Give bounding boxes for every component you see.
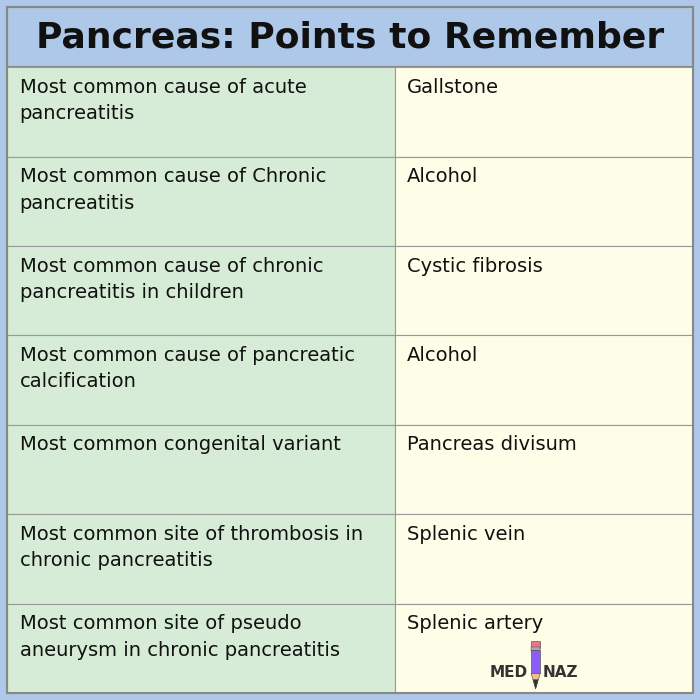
Text: Splenic vein: Splenic vein — [407, 525, 526, 544]
Text: MED: MED — [141, 309, 349, 391]
FancyBboxPatch shape — [7, 603, 395, 693]
Text: Most common site of pseudo
aneurysm in chronic pancreatitis: Most common site of pseudo aneurysm in c… — [20, 614, 340, 659]
Text: Most common congenital variant: Most common congenital variant — [20, 435, 340, 454]
Text: Most common cause of acute
pancreatitis: Most common cause of acute pancreatitis — [20, 78, 307, 123]
Text: Most common site of thrombosis in
chronic pancreatitis: Most common site of thrombosis in chroni… — [20, 525, 363, 570]
Text: Most common cause of Chronic
pancreatitis: Most common cause of Chronic pancreatiti… — [20, 167, 326, 213]
FancyBboxPatch shape — [395, 514, 693, 603]
FancyBboxPatch shape — [395, 603, 693, 693]
Text: Cystic fibrosis: Cystic fibrosis — [407, 257, 543, 276]
FancyBboxPatch shape — [531, 648, 540, 651]
Text: Pancreas divisum: Pancreas divisum — [407, 435, 577, 454]
Text: Most common cause of pancreatic
calcification: Most common cause of pancreatic calcific… — [20, 346, 355, 391]
Text: Alcohol: Alcohol — [407, 346, 479, 365]
Polygon shape — [531, 673, 540, 689]
FancyBboxPatch shape — [7, 246, 395, 335]
FancyBboxPatch shape — [395, 157, 693, 246]
FancyBboxPatch shape — [395, 335, 693, 425]
FancyBboxPatch shape — [7, 514, 395, 603]
FancyBboxPatch shape — [7, 67, 395, 157]
FancyBboxPatch shape — [7, 335, 395, 425]
FancyBboxPatch shape — [7, 157, 395, 246]
Text: Most common cause of chronic
pancreatitis in children: Most common cause of chronic pancreatiti… — [20, 257, 323, 302]
FancyBboxPatch shape — [395, 67, 693, 157]
Text: Alcohol: Alcohol — [407, 167, 479, 186]
FancyBboxPatch shape — [531, 641, 540, 648]
Text: Pancreas: Points to Remember: Pancreas: Points to Remember — [36, 20, 664, 54]
FancyBboxPatch shape — [395, 246, 693, 335]
Text: Gallstone: Gallstone — [407, 78, 499, 97]
Text: NAZ: NAZ — [542, 666, 578, 680]
FancyBboxPatch shape — [531, 650, 540, 673]
Text: Splenic artery: Splenic artery — [407, 614, 543, 633]
Text: MED: MED — [489, 666, 528, 680]
FancyBboxPatch shape — [7, 7, 693, 67]
Polygon shape — [533, 680, 538, 689]
Text: NAZ: NAZ — [358, 309, 552, 391]
FancyBboxPatch shape — [395, 425, 693, 514]
FancyBboxPatch shape — [7, 425, 395, 514]
